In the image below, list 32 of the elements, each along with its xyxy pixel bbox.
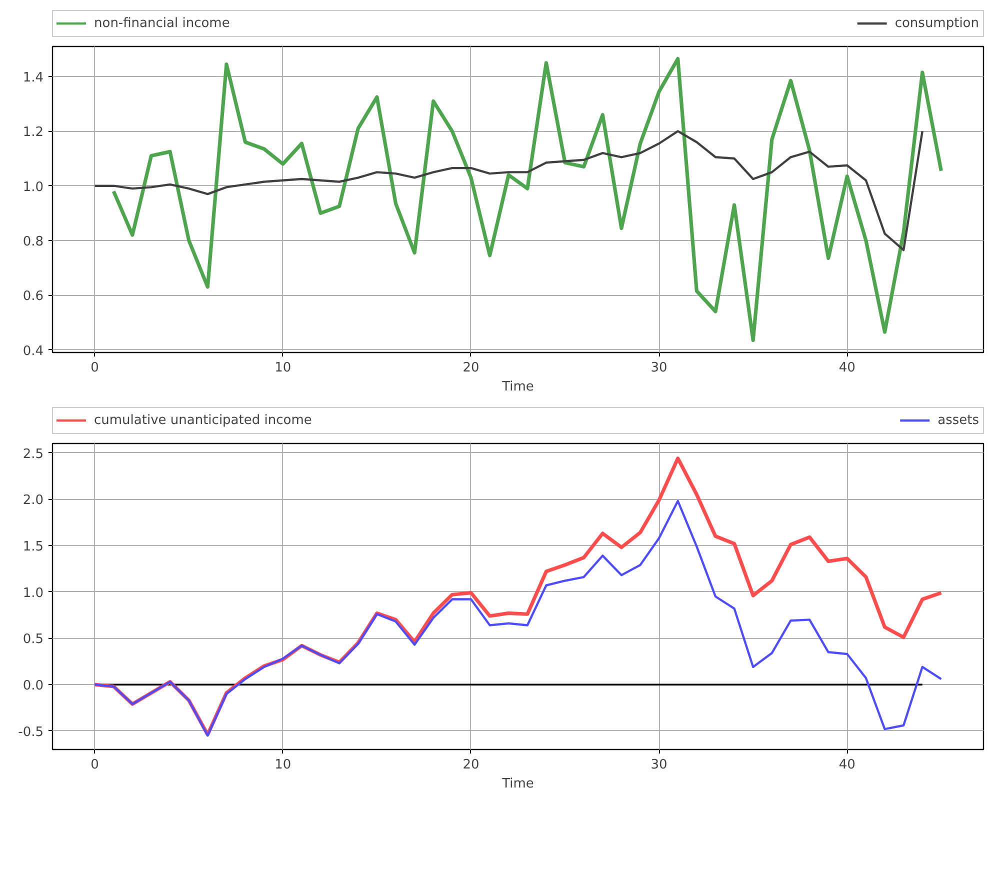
y-tick-label: 1.4 [22,70,44,86]
y-tick-label: 1.5 [22,540,44,554]
line-series [112,56,943,342]
x-axis-title: Time [501,776,534,792]
legend-label: assets [938,412,979,428]
y-tick-label: 2.5 [22,446,44,462]
x-tick-label: 0 [90,758,99,772]
x-tick-label: 30 [650,360,668,376]
x-tick-label: 40 [838,758,856,772]
x-tick-label: 0 [90,360,99,376]
y-tick-label: 0.6 [22,289,44,304]
x-tick-label: 20 [462,360,480,376]
x-tick-label: 10 [274,360,292,376]
y-tick-label: 1.0 [22,586,44,601]
x-tick-label: 40 [838,360,856,376]
y-tick-label: 1.2 [22,125,44,140]
y-tick-label: 0.4 [22,344,44,359]
x-tick-label: 30 [650,758,668,772]
y-tick-label: 0.5 [22,632,44,648]
y-tick-label: -0.5 [18,724,44,740]
line-series [94,500,942,737]
y-tick-label: 0.8 [22,234,44,250]
y-tick-label: 1.0 [22,180,44,195]
legend-label: consumption [894,16,979,30]
y-tick-label: 0.0 [22,678,44,694]
legend-label: cumulative unanticipated income [94,412,312,428]
x-tick-label: 20 [462,758,480,772]
line-series [94,130,924,252]
y-tick-label: 2.0 [22,493,44,508]
legend-label: non-financial income [94,16,230,30]
x-axis-title: Time [501,380,534,394]
x-tick-label: 10 [274,758,292,772]
